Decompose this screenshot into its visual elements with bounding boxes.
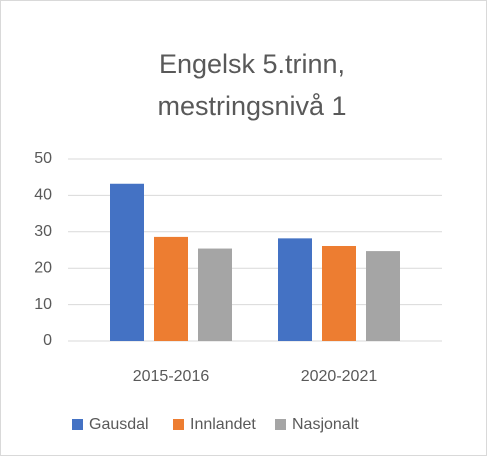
chart-title: mestringsnivå 1 — [157, 91, 346, 121]
y-tick-label: 40 — [34, 187, 52, 204]
x-tick-label: 2015-2016 — [133, 368, 210, 385]
bar — [154, 236, 188, 341]
chart-title: Engelsk 5.trinn, — [159, 49, 345, 79]
legend-swatch — [275, 419, 286, 430]
bar — [198, 248, 232, 341]
y-tick-label: 50 — [34, 150, 52, 167]
y-tick-label: 0 — [43, 332, 52, 349]
y-tick-label: 20 — [34, 259, 52, 276]
bar — [110, 183, 144, 341]
bar — [322, 245, 356, 341]
legend-label: Gausdal — [89, 416, 149, 433]
bar — [366, 251, 400, 341]
bar — [278, 238, 312, 341]
y-tick-label: 30 — [34, 223, 52, 240]
legend-swatch — [72, 419, 83, 430]
legend-label: Nasjonalt — [292, 416, 359, 433]
legend-swatch — [173, 419, 184, 430]
y-tick-label: 10 — [34, 296, 52, 313]
legend-label: Innlandet — [190, 416, 256, 433]
x-tick-label: 2020-2021 — [301, 368, 378, 385]
